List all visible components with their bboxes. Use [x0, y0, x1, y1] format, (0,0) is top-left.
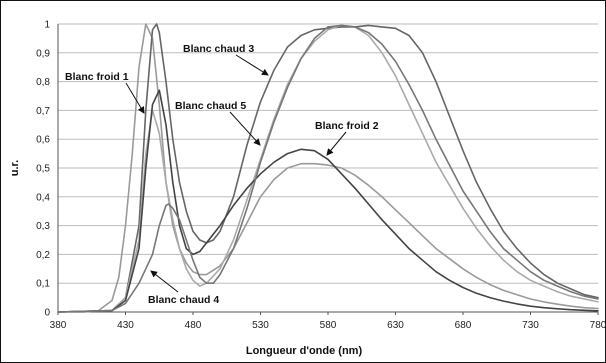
y-tick-label: 0,4 [36, 192, 50, 203]
x-tick-label: 380 [50, 320, 67, 331]
annotation-arrow [229, 111, 261, 146]
series-blanc-chaud-4 [57, 24, 599, 313]
annotations: Blanc froid 1 Blanc chaud 3 Blanc chaud 5 B… [65, 43, 379, 306]
y-tick-label: 0,3 [36, 221, 50, 232]
series-blanc-froid-2 [57, 89, 599, 313]
series-lines [57, 23, 599, 313]
y-axis-label: u.r. [9, 160, 21, 177]
series-blanc-chaud-5 [57, 24, 599, 313]
x-tick-label: 530 [252, 320, 269, 331]
annotation-arrow [326, 131, 347, 156]
x-tick-label: 730 [522, 320, 539, 331]
annotation-blanc-chaud-5: Blanc chaud 5 [175, 100, 246, 112]
y-tick-label: 0,9 [36, 48, 50, 59]
x-axis-label: Longueur d'onde (nm) [246, 345, 363, 357]
axes [57, 24, 599, 315]
y-tick-label: 0,7 [36, 106, 50, 117]
annotation-blanc-froid-1: Blanc froid 1 [65, 71, 129, 83]
annotation-blanc-chaud-3: Blanc chaud 3 [183, 43, 254, 55]
annotation-blanc-froid-2: Blanc froid 2 [315, 120, 379, 132]
series-blanc-froid-1 [57, 23, 599, 313]
y-tick-label: 0 [44, 308, 50, 319]
y-tick-label: 0,2 [36, 250, 50, 261]
y-tick-label: 1 [44, 20, 50, 31]
annotation-arrow [125, 82, 145, 114]
x-tick-label: 680 [455, 320, 472, 331]
annotation-arrow [150, 270, 179, 293]
annotation-blanc-chaud-4: Blanc chaud 4 [148, 294, 219, 306]
y-tick-label: 0,1 [36, 279, 50, 290]
series-blanc-chaud-3 [57, 23, 599, 313]
x-tick-label: 780 [590, 320, 606, 331]
gridlines [58, 23, 598, 284]
annotation-arrow [235, 54, 269, 76]
x-tick-label: 480 [185, 320, 202, 331]
x-tick-label: 580 [320, 320, 337, 331]
y-tick-label: 0,5 [36, 164, 50, 175]
tick-labels: 0 0,1 0,2 0,3 0,4 0,5 0,6 0,7 0,8 0,9 1 380 430 480 53… [36, 20, 606, 332]
y-tick-label: 0,6 [36, 135, 50, 146]
y-tick-label: 0,8 [36, 77, 50, 88]
x-tick-label: 430 [117, 320, 134, 331]
x-tick-label: 630 [387, 320, 404, 331]
